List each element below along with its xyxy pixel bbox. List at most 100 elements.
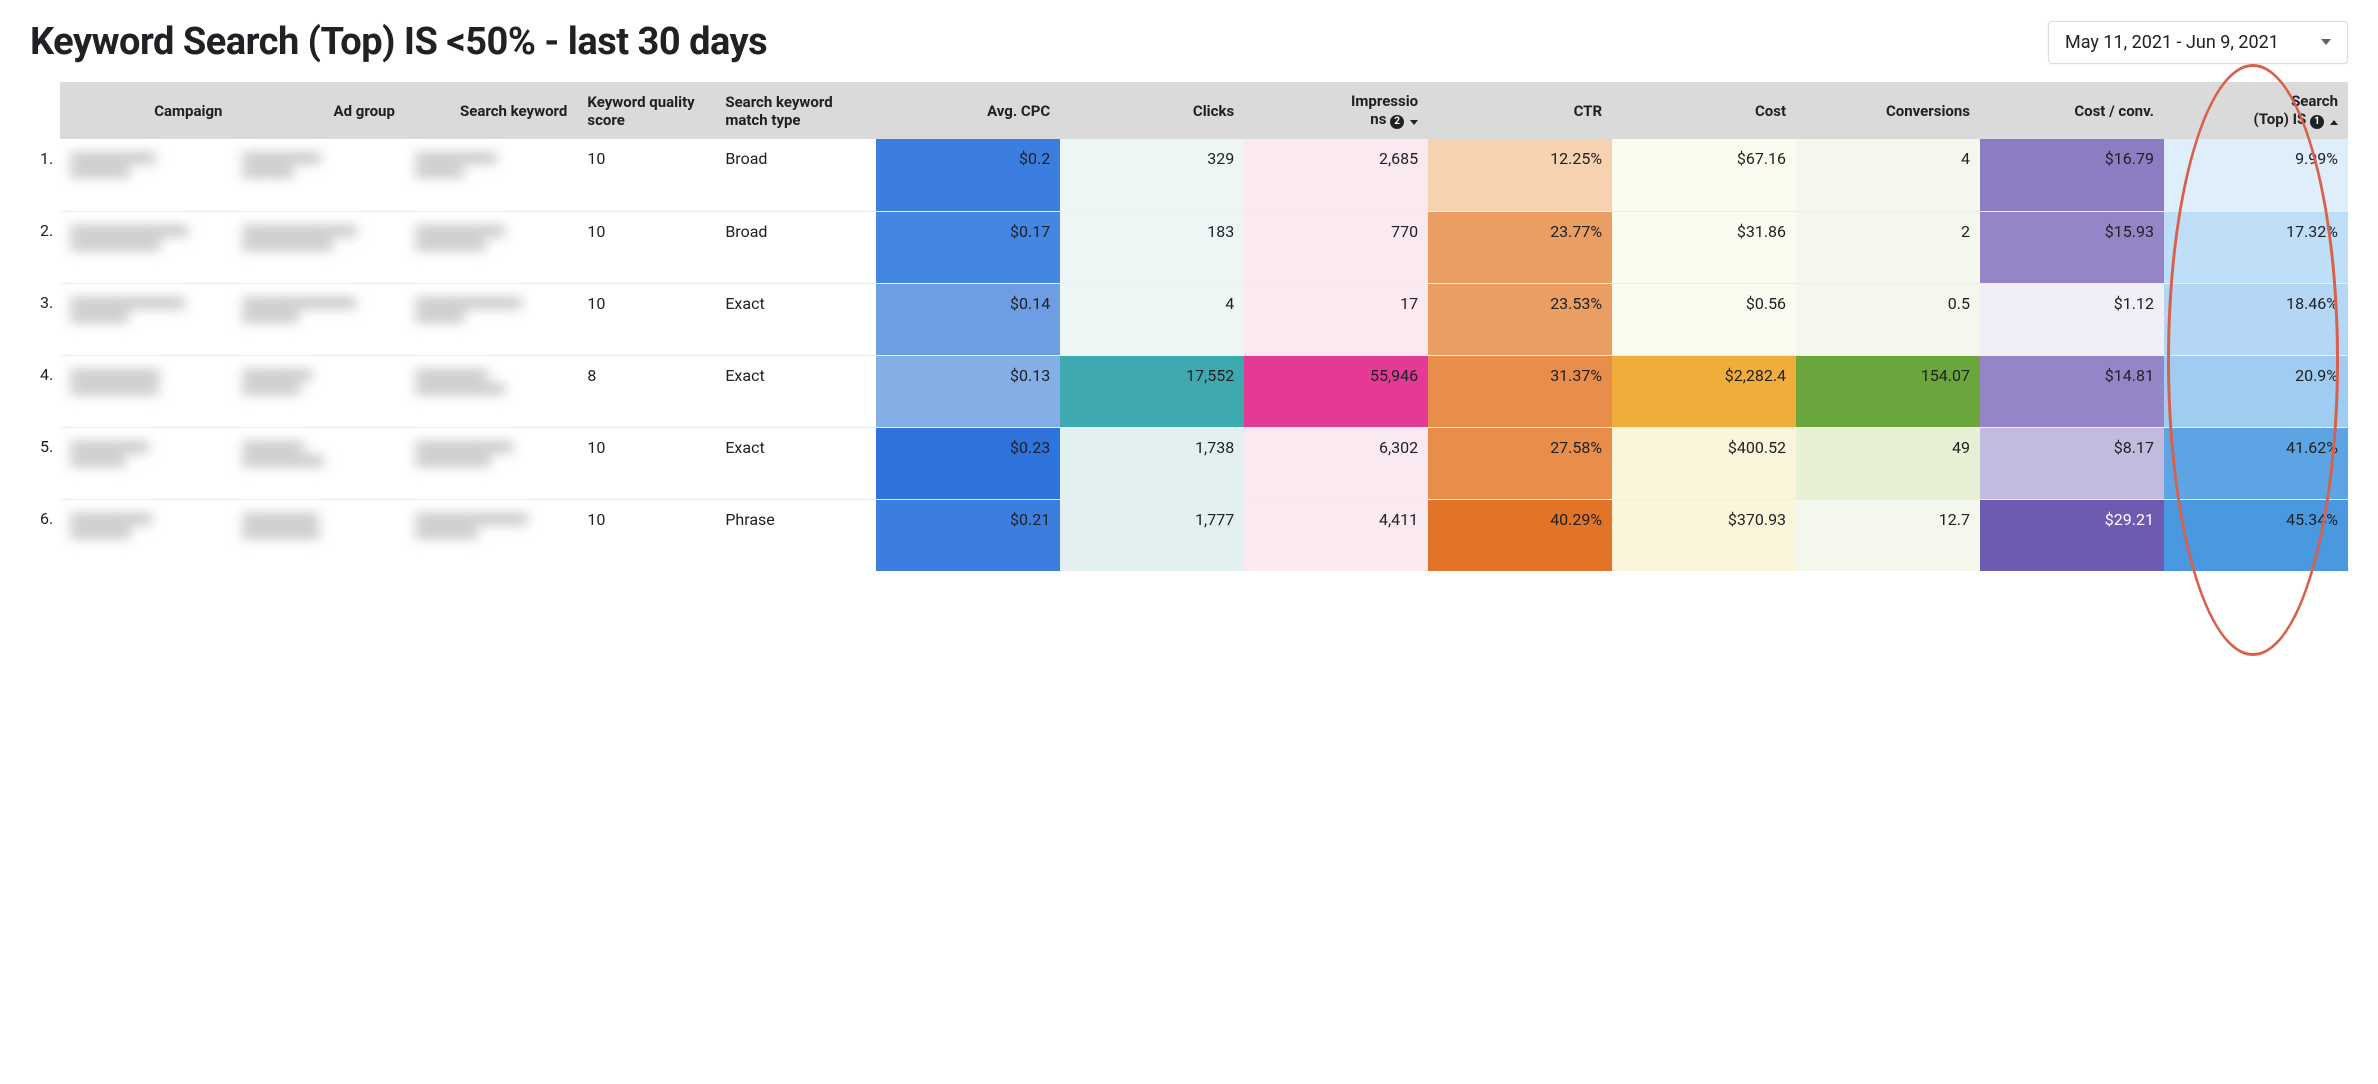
cell-conversions: 0.5	[1796, 283, 1980, 355]
cell-quality: 10	[577, 139, 715, 211]
cell-searchtopis: 18.46%	[2164, 283, 2348, 355]
redacted-keyword	[405, 427, 577, 499]
redacted-adgroup	[232, 211, 404, 283]
cell-cost: $0.56	[1612, 283, 1796, 355]
cell-cost: $370.93	[1612, 499, 1796, 571]
cell-searchtopis: 20.9%	[2164, 355, 2348, 427]
cell-cpc: $0.21	[876, 499, 1060, 571]
redacted-keyword	[405, 283, 577, 355]
cell-cost: $67.16	[1612, 139, 1796, 211]
sort-desc-icon	[1410, 120, 1418, 125]
cell-costconv: $16.79	[1980, 139, 2164, 211]
col-header-cpc[interactable]: Avg. CPC	[876, 82, 1060, 139]
cell-cpc: $0.14	[876, 283, 1060, 355]
col-header-ctr[interactable]: CTR	[1428, 82, 1612, 139]
sort-asc-icon	[2330, 120, 2338, 125]
col-header-costconv[interactable]: Cost / conv.	[1980, 82, 2164, 139]
cell-conversions: 4	[1796, 139, 1980, 211]
cell-match: Exact	[715, 355, 876, 427]
redacted-keyword	[405, 211, 577, 283]
page-title: Keyword Search (Top) IS <50% - last 30 d…	[30, 20, 767, 64]
redacted-adgroup	[232, 283, 404, 355]
cell-match: Exact	[715, 283, 876, 355]
cell-impressions: 6,302	[1244, 427, 1428, 499]
redacted-campaign	[60, 283, 232, 355]
col-header-keyword[interactable]: Search keyword	[405, 82, 577, 139]
table-container: CampaignAd groupSearch keywordKeyword qu…	[30, 82, 2348, 571]
cell-cost: $31.86	[1612, 211, 1796, 283]
cell-ctr: 27.58%	[1428, 427, 1612, 499]
cell-conversions: 49	[1796, 427, 1980, 499]
cell-impressions: 17	[1244, 283, 1428, 355]
col-header-campaign[interactable]: Campaign	[60, 82, 232, 139]
col-header-quality[interactable]: Keyword quality score	[577, 82, 715, 139]
cell-quality: 10	[577, 427, 715, 499]
redacted-adgroup	[232, 355, 404, 427]
cell-cpc: $0.13	[876, 355, 1060, 427]
table-row[interactable]: 4.8Exact$0.1317,55255,94631.37%$2,282.41…	[30, 355, 2348, 427]
cell-clicks: 4	[1060, 283, 1244, 355]
cell-ctr: 23.77%	[1428, 211, 1612, 283]
col-header-cost[interactable]: Cost	[1612, 82, 1796, 139]
cell-conversions: 154.07	[1796, 355, 1980, 427]
cell-impressions: 55,946	[1244, 355, 1428, 427]
cell-ctr: 31.37%	[1428, 355, 1612, 427]
cell-quality: 10	[577, 283, 715, 355]
col-header-match[interactable]: Search keyword match type	[715, 82, 876, 139]
col-header-rownum[interactable]	[30, 82, 60, 139]
cell-quality: 8	[577, 355, 715, 427]
row-number: 4.	[30, 355, 60, 427]
table-row[interactable]: 6.10Phrase$0.211,7774,41140.29%$370.9312…	[30, 499, 2348, 571]
cell-costconv: $14.81	[1980, 355, 2164, 427]
cell-impressions: 4,411	[1244, 499, 1428, 571]
redacted-campaign	[60, 139, 232, 211]
redacted-campaign	[60, 427, 232, 499]
redacted-adgroup	[232, 427, 404, 499]
cell-cpc: $0.23	[876, 427, 1060, 499]
cell-ctr: 23.53%	[1428, 283, 1612, 355]
cell-searchtopis: 9.99%	[2164, 139, 2348, 211]
cell-costconv: $1.12	[1980, 283, 2164, 355]
cell-ctr: 40.29%	[1428, 499, 1612, 571]
cell-match: Broad	[715, 211, 876, 283]
cell-match: Phrase	[715, 499, 876, 571]
table-body: 1.10Broad$0.23292,68512.25%$67.164$16.79…	[30, 139, 2348, 571]
col-header-searchtopis[interactable]: Search(Top) IS 1	[2164, 82, 2348, 139]
cell-impressions: 770	[1244, 211, 1428, 283]
col-header-conversions[interactable]: Conversions	[1796, 82, 1980, 139]
row-number: 2.	[30, 211, 60, 283]
cell-cpc: $0.17	[876, 211, 1060, 283]
date-range-picker[interactable]: May 11, 2021 - Jun 9, 2021	[2048, 21, 2348, 64]
cell-cpc: $0.2	[876, 139, 1060, 211]
cell-conversions: 2	[1796, 211, 1980, 283]
redacted-keyword	[405, 499, 577, 571]
col-header-adgroup[interactable]: Ad group	[232, 82, 404, 139]
table-header: CampaignAd groupSearch keywordKeyword qu…	[30, 82, 2348, 139]
table-row[interactable]: 5.10Exact$0.231,7386,30227.58%$400.5249$…	[30, 427, 2348, 499]
cell-cost: $400.52	[1612, 427, 1796, 499]
redacted-campaign	[60, 355, 232, 427]
table-row[interactable]: 2.10Broad$0.1718377023.77%$31.862$15.931…	[30, 211, 2348, 283]
table-row[interactable]: 1.10Broad$0.23292,68512.25%$67.164$16.79…	[30, 139, 2348, 211]
redacted-adgroup	[232, 139, 404, 211]
cell-costconv: $15.93	[1980, 211, 2164, 283]
redacted-campaign	[60, 499, 232, 571]
col-header-impressions[interactable]: Impressions 2	[1244, 82, 1428, 139]
redacted-keyword	[405, 139, 577, 211]
column-badge: 1	[2310, 115, 2324, 129]
keyword-table: CampaignAd groupSearch keywordKeyword qu…	[30, 82, 2348, 571]
redacted-adgroup	[232, 499, 404, 571]
report-header: Keyword Search (Top) IS <50% - last 30 d…	[30, 20, 2348, 64]
redacted-campaign	[60, 211, 232, 283]
cell-clicks: 1,738	[1060, 427, 1244, 499]
chevron-down-icon	[2321, 39, 2331, 45]
row-number: 5.	[30, 427, 60, 499]
cell-quality: 10	[577, 211, 715, 283]
cell-ctr: 12.25%	[1428, 139, 1612, 211]
cell-searchtopis: 41.62%	[2164, 427, 2348, 499]
cell-searchtopis: 45.34%	[2164, 499, 2348, 571]
col-header-clicks[interactable]: Clicks	[1060, 82, 1244, 139]
table-row[interactable]: 3.10Exact$0.1441723.53%$0.560.5$1.1218.4…	[30, 283, 2348, 355]
redacted-keyword	[405, 355, 577, 427]
cell-clicks: 1,777	[1060, 499, 1244, 571]
